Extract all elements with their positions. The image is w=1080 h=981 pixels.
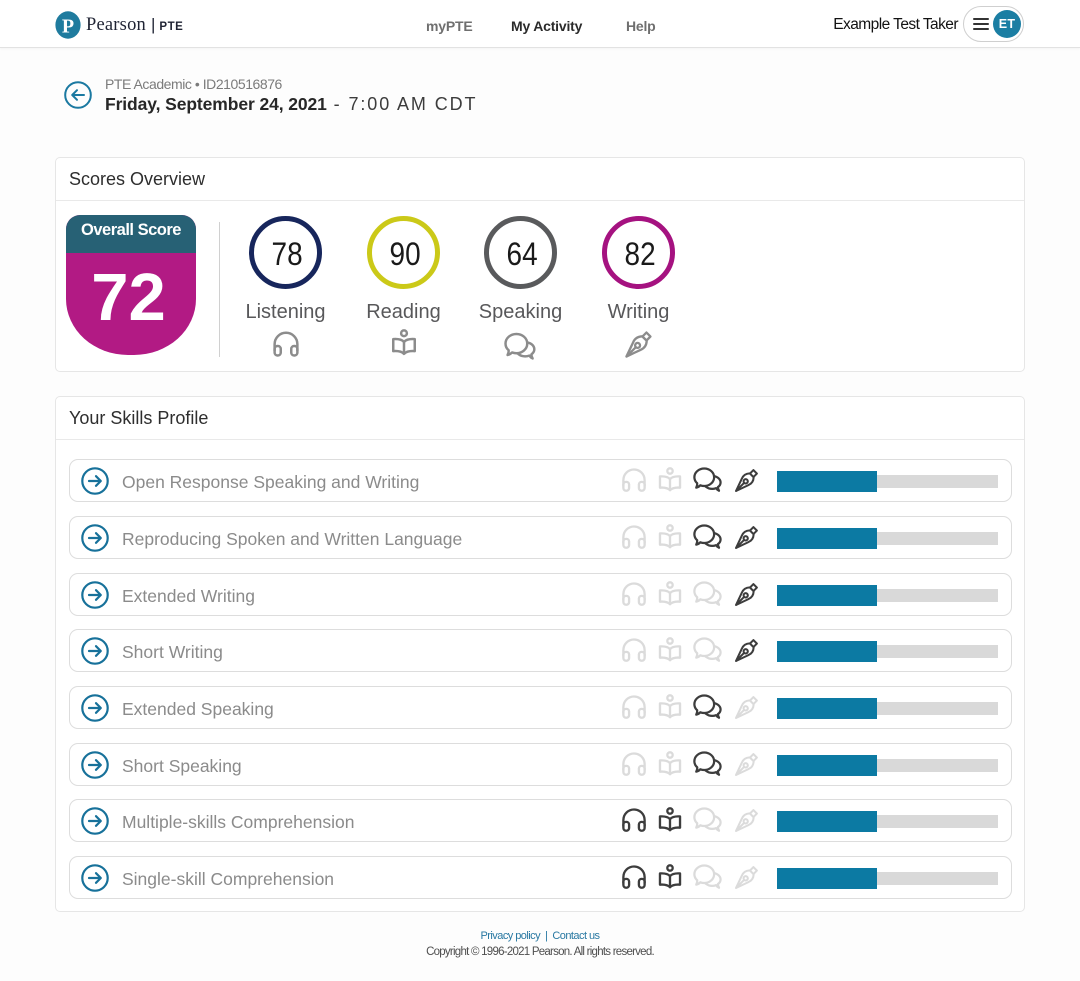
svg-text:P: P bbox=[62, 16, 74, 38]
